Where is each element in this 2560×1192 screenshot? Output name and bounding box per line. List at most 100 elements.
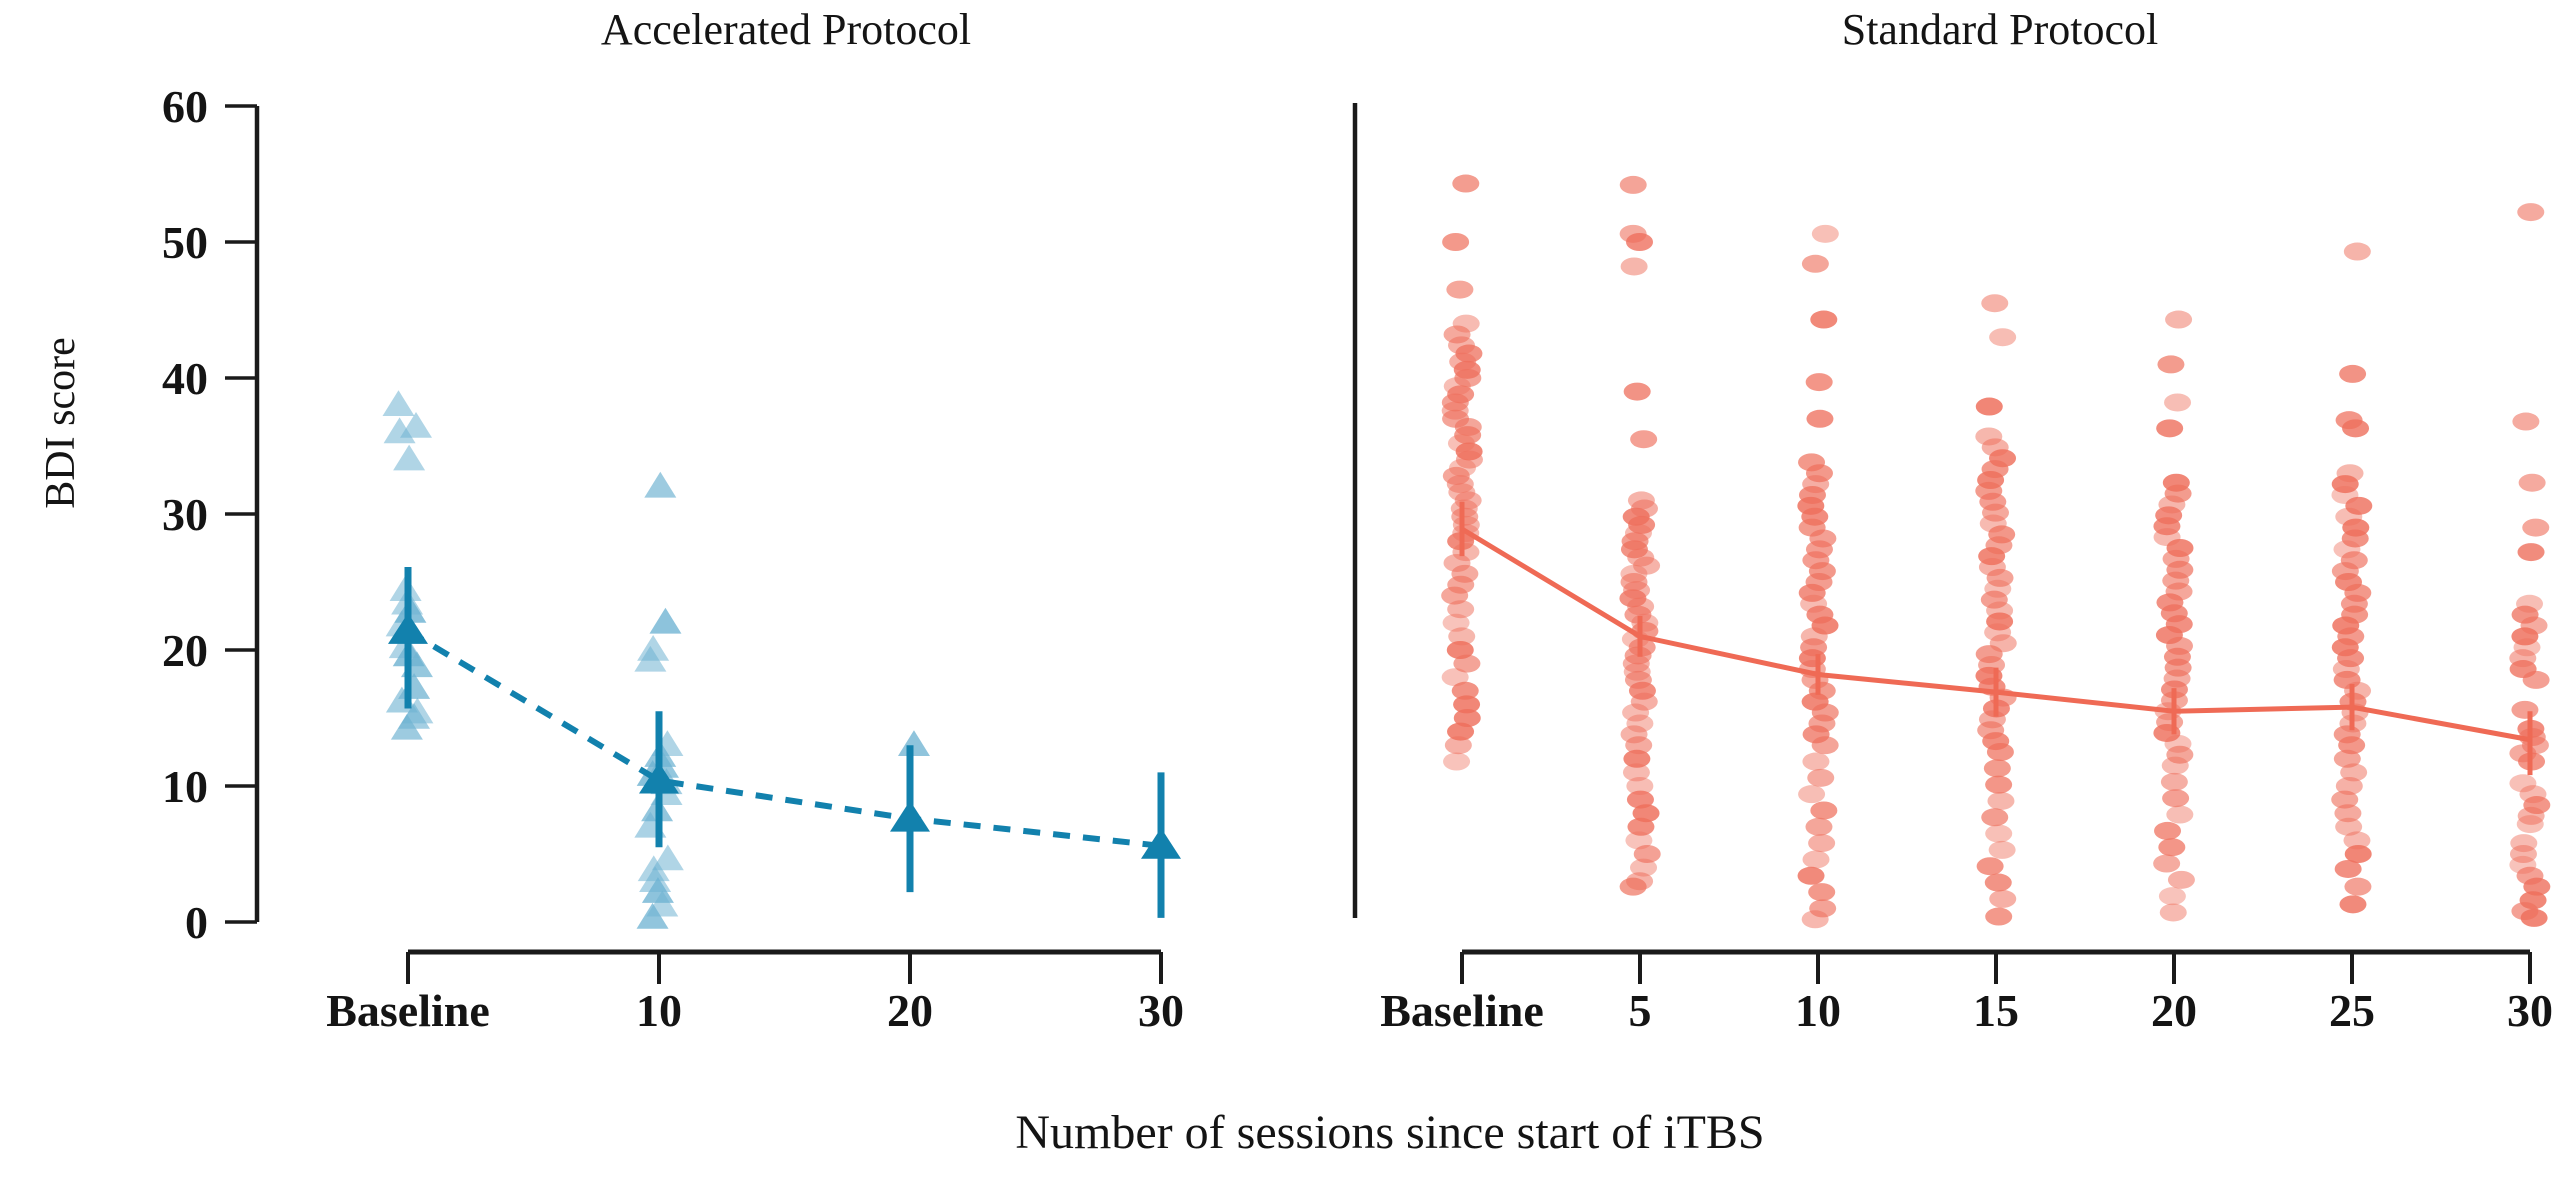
- scatter-point: [1622, 654, 1650, 673]
- scatter-point: [2344, 845, 2372, 863]
- x-tick-label: 5: [1629, 985, 1652, 1036]
- scatter-point: [1809, 899, 1837, 918]
- scatter-point: [1985, 824, 2013, 843]
- scatter-point: [1453, 654, 1481, 673]
- scatter-point: [1811, 224, 1839, 243]
- scatter-point: [1989, 328, 2017, 347]
- scatter-point: [1798, 583, 1826, 602]
- scatter-point: [2335, 777, 2363, 795]
- scatter-point: [393, 444, 426, 471]
- scatter-point: [2339, 895, 2367, 914]
- x-tick-label: 25: [2329, 985, 2375, 1036]
- scatter-point: [1808, 834, 1836, 853]
- scatter-point: [644, 471, 677, 498]
- scatter-point: [2522, 670, 2550, 689]
- left-panel-title: Accelerated Protocol: [601, 5, 971, 54]
- y-tick-label: 30: [162, 489, 208, 540]
- x-tick-label: 20: [887, 985, 933, 1036]
- scatter-point: [1442, 613, 1470, 632]
- mean-line: [1460, 526, 2531, 743]
- scatter-point: [1446, 280, 1474, 299]
- x-tick-label: 30: [1138, 985, 1184, 1036]
- x-axis-label: Number of sessions since start of iTBS: [1015, 1106, 1764, 1159]
- scatter-point: [1802, 850, 1830, 869]
- scatter-point: [1802, 752, 1830, 771]
- scatter-point: [2517, 806, 2545, 825]
- scatter-point: [1453, 695, 1481, 714]
- scatter-point: [651, 844, 684, 871]
- scatter-point: [2167, 870, 2195, 889]
- scatter-point: [1986, 612, 2014, 631]
- scatter-point: [2157, 355, 2185, 374]
- scatter-point: [1451, 681, 1479, 700]
- scatter-point: [2341, 529, 2369, 548]
- scatter-point: [1630, 692, 1658, 711]
- scatter-point: [637, 855, 670, 882]
- scatter-point: [1626, 790, 1654, 809]
- mean-marker: [388, 612, 428, 644]
- scatter-point: [1452, 174, 1480, 193]
- scatter-point: [2158, 887, 2186, 906]
- y-tick-label: 40: [162, 353, 208, 404]
- scatter-point: [1448, 627, 1476, 646]
- scatter-point: [1628, 515, 1656, 534]
- scatter-point: [1444, 736, 1472, 755]
- scatter-point: [1985, 775, 2013, 794]
- scatter-point: [1810, 801, 1838, 820]
- scatter-point: [1975, 397, 2003, 416]
- scatter-point: [1806, 409, 1834, 428]
- scatter-point: [2344, 877, 2372, 896]
- scatter-point: [1619, 877, 1647, 896]
- scatter-point: [1808, 883, 1836, 902]
- scatter-point: [1981, 294, 2009, 313]
- scatter-point: [1625, 831, 1653, 850]
- scatter-point: [2166, 745, 2194, 764]
- scatter-point: [649, 607, 682, 634]
- scatter-point: [382, 390, 415, 416]
- scatter-point: [2154, 821, 2182, 840]
- scatter-point: [1630, 858, 1658, 877]
- scatter-point: [2335, 817, 2363, 836]
- plot-area: 0 10 20 30 40 50 60 Baseline 10 20 30 Baseline 5 10 15…: [162, 81, 2553, 1036]
- scatter-point: [1805, 817, 1833, 836]
- scatter-point: [2509, 845, 2537, 863]
- scatter-point: [2334, 859, 2362, 878]
- scatter-point: [1454, 426, 1482, 445]
- scatter-point: [1988, 840, 2016, 859]
- scatter-point: [2164, 393, 2192, 412]
- scatter-point: [1985, 907, 2013, 926]
- scatter-point: [1989, 889, 2017, 908]
- scatter-point: [1801, 910, 1829, 929]
- scatter-point: [1810, 310, 1838, 329]
- x-tick-label: 30: [2507, 985, 2553, 1036]
- scatter-point: [2518, 473, 2546, 492]
- scatter-point: [1987, 791, 2015, 810]
- scatter-point: [390, 713, 423, 740]
- scatter-point: [1623, 382, 1651, 401]
- y-tick-label: 10: [162, 761, 208, 812]
- scatter-point: [2159, 903, 2187, 922]
- scatter-point: [2339, 364, 2367, 383]
- scatter-point: [2343, 831, 2371, 850]
- scatter-point: [383, 417, 416, 444]
- scatter-point: [1447, 722, 1475, 741]
- scatter-point: [1984, 873, 2012, 892]
- scatter-point: [2166, 805, 2194, 824]
- scatter-point: [1805, 373, 1833, 392]
- right-panel-title: Standard Protocol: [1842, 5, 2159, 54]
- mean-line: [406, 628, 1162, 849]
- scatter-point: [1447, 600, 1475, 619]
- scatter-point: [1981, 503, 2009, 522]
- scatter-point: [2343, 242, 2371, 261]
- scatter-point: [2333, 749, 2361, 768]
- scatter-point: [1455, 450, 1483, 469]
- scatter-point: [1446, 641, 1474, 659]
- scatter-point: [1633, 845, 1661, 863]
- scatter-point: [1626, 777, 1654, 795]
- scatter-point: [2520, 908, 2548, 927]
- scatter-point: [2334, 804, 2362, 823]
- scatter-point: [2512, 412, 2540, 431]
- scatter-point: [2517, 203, 2545, 222]
- scatter-point: [634, 645, 667, 672]
